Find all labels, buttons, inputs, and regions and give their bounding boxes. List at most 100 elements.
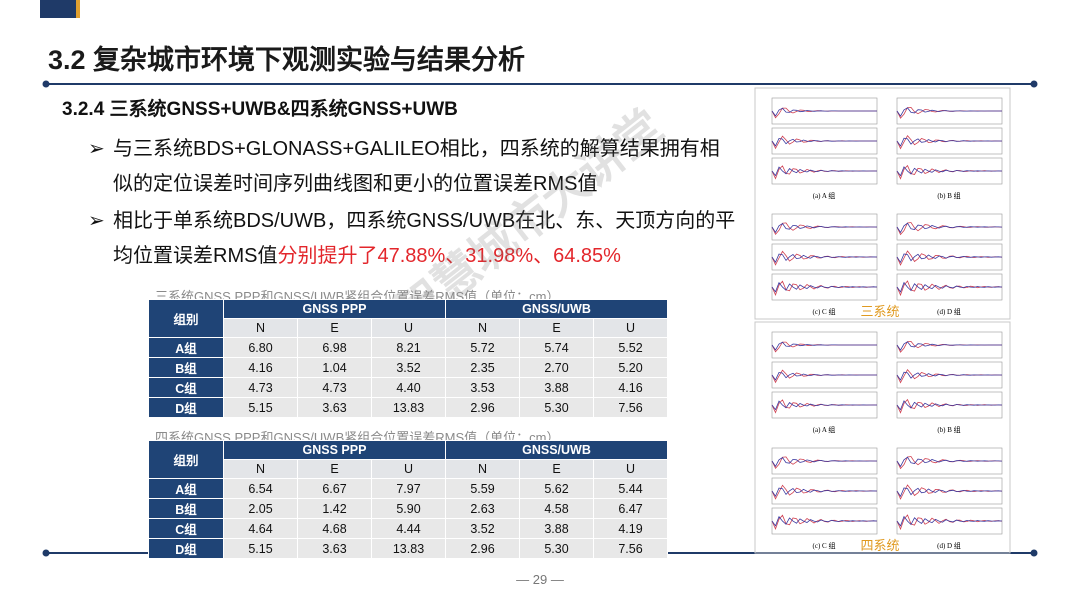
data-cell: 4.58 xyxy=(519,498,594,519)
header-cell: GNSS/UWB xyxy=(445,440,668,460)
subheader-cell: U xyxy=(593,459,668,479)
section-title: 3.2.4 三系统GNSS+UWB&四系统GNSS+UWB xyxy=(62,99,458,120)
bullet-highlight: 分别提升了47.88%、31.98%、64.85% xyxy=(277,245,621,267)
corner-accent xyxy=(76,0,80,18)
group-cell: A组 xyxy=(148,478,224,499)
plot-curve xyxy=(771,281,878,293)
figure-label: 四系统 xyxy=(860,538,899,553)
plot-curve xyxy=(771,222,877,234)
data-cell: 6.67 xyxy=(297,478,372,499)
data-cell: 6.54 xyxy=(223,478,298,499)
data-row: D组 5.15 3.63 13.83 2.96 5.30 7.56 xyxy=(148,397,668,418)
panel-caption: (d) D 组 xyxy=(937,307,961,316)
data-table: 组别 GNSS PPP GNSS/UWB N E U N E U A组 6.54 6.67 7.97 5.… xyxy=(148,440,668,559)
group-cell: C组 xyxy=(148,518,224,539)
data-cell: 3.52 xyxy=(445,518,520,539)
figure-frame xyxy=(754,87,1011,320)
data-cell: 2.05 xyxy=(223,498,298,519)
data-cell: 1.04 xyxy=(297,357,372,378)
page-number: — 29 — xyxy=(516,572,564,587)
plot-curve xyxy=(896,398,1003,414)
data-cell: 5.74 xyxy=(519,337,594,358)
plot-curve xyxy=(896,280,1003,297)
data-cell: 5.30 xyxy=(519,397,594,418)
data-cell: 5.20 xyxy=(593,357,668,378)
data-cell: 5.30 xyxy=(519,538,594,559)
plot-curve xyxy=(771,400,877,411)
header-cell: 组别 xyxy=(148,440,224,479)
group-cell: C组 xyxy=(148,377,224,398)
data-row: D组 5.15 3.63 13.83 2.96 5.30 7.56 xyxy=(148,538,668,559)
plot-curve xyxy=(771,165,878,180)
data-cell: 4.73 xyxy=(223,377,298,398)
plot-curve xyxy=(896,456,1003,468)
plot-curve xyxy=(896,107,1002,117)
data-cell: 5.59 xyxy=(445,478,520,499)
page-number-text: 29 xyxy=(532,572,548,587)
rule-dot xyxy=(42,549,50,557)
data-row: C组 4.73 4.73 4.40 3.53 3.88 4.16 xyxy=(148,377,668,398)
slide-title: 3.2 复杂城市环境下观测实验与结果分析 xyxy=(48,45,526,75)
plot-curve xyxy=(771,341,877,353)
data-cell: 13.83 xyxy=(371,538,446,559)
subheader-cell: N xyxy=(445,318,520,338)
data-cell: 5.52 xyxy=(593,337,668,358)
data-cell: 13.83 xyxy=(371,397,446,418)
header-row: 组别 GNSS PPP GNSS/UWB xyxy=(148,440,668,479)
subheader-cell: E xyxy=(519,318,594,338)
data-cell: 3.63 xyxy=(297,397,372,418)
rule-dot xyxy=(42,80,50,88)
data-row: A组 6.80 6.98 8.21 5.72 5.74 5.52 xyxy=(148,337,668,358)
panel-caption: (b) B 组 xyxy=(937,191,960,200)
plot-curve xyxy=(771,341,877,351)
plot-curve xyxy=(896,456,1003,470)
panel-caption: (c) C 组 xyxy=(813,541,836,550)
plot-curve xyxy=(771,280,878,296)
plot-curve xyxy=(771,253,878,264)
plot-curve xyxy=(771,166,877,177)
subheader-cell: N xyxy=(445,459,520,479)
plot-curve xyxy=(771,514,878,530)
data-cell: 7.56 xyxy=(593,397,668,418)
plot-curve xyxy=(771,487,878,498)
header-cell: GNSS/UWB xyxy=(445,299,668,319)
subheader-cell: U xyxy=(371,459,446,479)
data-row: C组 4.64 4.68 4.44 3.52 3.88 4.19 xyxy=(148,518,668,539)
data-cell: 5.62 xyxy=(519,478,594,499)
data-cell: 4.68 xyxy=(297,518,372,539)
data-cell: 7.97 xyxy=(371,478,446,499)
data-cell: 3.52 xyxy=(371,357,446,378)
data-cell: 5.15 xyxy=(223,538,298,559)
rule-dot xyxy=(1030,80,1038,88)
data-row: A组 6.54 6.67 7.97 5.59 5.62 5.44 xyxy=(148,478,668,499)
data-cell: 2.96 xyxy=(445,538,520,559)
panel-caption: (d) D 组 xyxy=(937,541,961,550)
data-cell: 5.15 xyxy=(223,397,298,418)
header-cell: 组别 xyxy=(148,299,224,338)
data-cell: 3.63 xyxy=(297,538,372,559)
data-cell: 6.98 xyxy=(297,337,372,358)
data-cell: 1.42 xyxy=(297,498,372,519)
data-cell: 5.44 xyxy=(593,478,668,499)
data-cell: 4.40 xyxy=(371,377,446,398)
data-cell: 4.64 xyxy=(223,518,298,539)
plot-curve xyxy=(771,107,877,119)
data-cell: 4.73 xyxy=(297,377,372,398)
subheader-cell: E xyxy=(297,318,372,338)
data-row: B组 2.05 1.42 5.90 2.63 4.58 6.47 xyxy=(148,498,668,519)
group-cell: D组 xyxy=(148,397,224,418)
data-cell: 7.56 xyxy=(593,538,668,559)
header-cell: GNSS PPP xyxy=(223,440,446,460)
figure-frame xyxy=(754,321,1011,554)
subheader-cell: E xyxy=(297,459,372,479)
bullet: ➢ 相比于单系统BDS/UWB，四系统GNSS/UWB在北、东、天顶方向的平均位置… xyxy=(88,210,736,267)
plot-curve xyxy=(896,341,1002,351)
data-cell: 2.70 xyxy=(519,357,594,378)
plot-curve xyxy=(771,399,878,414)
panel-caption: (b) B 组 xyxy=(937,425,960,434)
data-cell: 4.16 xyxy=(223,357,298,378)
plot-curve xyxy=(896,514,1003,531)
